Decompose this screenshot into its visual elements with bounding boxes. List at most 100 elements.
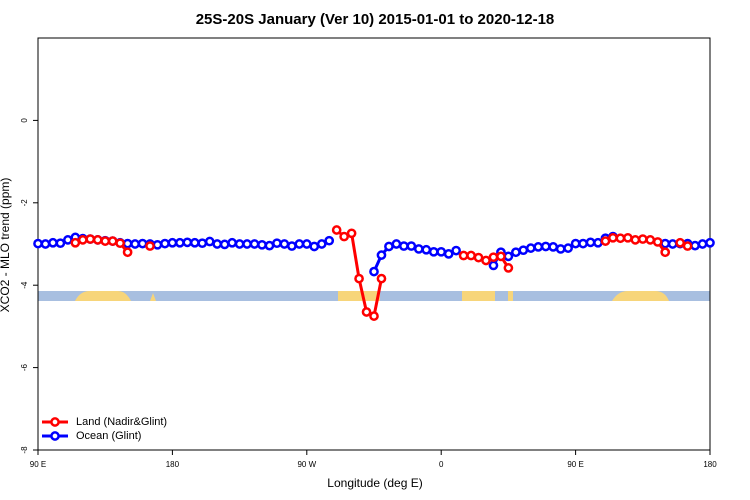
data-point bbox=[391, 239, 402, 249]
land-patch bbox=[338, 291, 380, 301]
data-point bbox=[55, 238, 66, 249]
data-point bbox=[436, 246, 447, 257]
data-point bbox=[100, 236, 111, 246]
data-point bbox=[660, 238, 671, 249]
data-point bbox=[503, 263, 514, 273]
data-point bbox=[466, 250, 476, 261]
data-point bbox=[458, 250, 469, 261]
data-point bbox=[503, 251, 514, 262]
data-point bbox=[227, 237, 237, 248]
data-point bbox=[324, 235, 335, 246]
data-point bbox=[376, 250, 387, 260]
data-point bbox=[197, 238, 208, 249]
data-point bbox=[354, 273, 364, 284]
x-axis-label: Longitude (deg E) bbox=[327, 476, 422, 490]
data-point bbox=[219, 239, 230, 250]
data-point bbox=[115, 238, 125, 249]
data-point bbox=[690, 240, 700, 251]
data-point bbox=[615, 233, 626, 244]
data-point bbox=[272, 238, 282, 249]
data-point bbox=[451, 245, 461, 256]
data-point bbox=[376, 273, 387, 284]
data-point bbox=[563, 243, 573, 253]
chart-title: 25S-20S January (Ver 10) 2015-01-01 to 2… bbox=[196, 11, 555, 28]
data-point bbox=[301, 239, 312, 249]
land-patch bbox=[508, 291, 513, 301]
data-point bbox=[346, 228, 357, 239]
data-point bbox=[443, 249, 454, 259]
data-point bbox=[175, 237, 185, 248]
data-point bbox=[496, 251, 506, 262]
y-tick-label: -4 bbox=[20, 281, 29, 289]
land-patch bbox=[462, 291, 495, 301]
data-point bbox=[92, 235, 103, 245]
data-point bbox=[555, 244, 566, 254]
data-point bbox=[279, 239, 290, 249]
y-tick-label: -8 bbox=[20, 446, 29, 454]
data-point bbox=[369, 311, 379, 321]
data-point bbox=[488, 252, 499, 263]
x-tick-label: 0 bbox=[439, 460, 444, 469]
data-point bbox=[145, 241, 155, 251]
y-tick-label: -2 bbox=[20, 199, 29, 207]
x-tick-label: 180 bbox=[703, 460, 717, 469]
y-tick-label: -6 bbox=[20, 363, 29, 371]
data-point bbox=[518, 245, 529, 256]
data-point bbox=[361, 307, 372, 317]
data-point bbox=[600, 236, 611, 246]
data-point bbox=[339, 231, 349, 242]
data-point bbox=[33, 238, 43, 249]
data-point bbox=[287, 241, 297, 251]
data-point bbox=[130, 239, 140, 249]
data-point bbox=[40, 239, 51, 249]
data-point bbox=[257, 239, 267, 250]
data-point bbox=[122, 238, 133, 249]
land-ocean-strip bbox=[38, 291, 710, 301]
data-point bbox=[122, 247, 133, 258]
data-point bbox=[294, 239, 305, 249]
land-patch bbox=[612, 291, 669, 301]
data-point bbox=[309, 241, 320, 252]
data-point bbox=[525, 243, 536, 253]
data-point bbox=[511, 247, 521, 258]
data-point bbox=[637, 234, 648, 244]
y-tick-label: 0 bbox=[20, 118, 29, 123]
data-point bbox=[623, 232, 633, 243]
data-point bbox=[85, 234, 96, 244]
data-point bbox=[630, 235, 641, 245]
x-tick-label: 90 W bbox=[297, 460, 316, 469]
data-point bbox=[667, 239, 678, 249]
data-point bbox=[697, 239, 708, 249]
data-point bbox=[204, 236, 215, 247]
data-point bbox=[137, 238, 148, 249]
data-point bbox=[675, 237, 685, 248]
data-point bbox=[234, 239, 245, 249]
legend-marker bbox=[50, 431, 60, 441]
land-patch bbox=[150, 293, 156, 301]
data-point bbox=[77, 235, 88, 245]
data-point bbox=[70, 237, 81, 248]
legend-label: Land (Nadir&Glint) bbox=[76, 416, 167, 428]
land-patch bbox=[75, 291, 131, 301]
legend-marker bbox=[50, 417, 60, 427]
data-point bbox=[249, 239, 260, 249]
data-point bbox=[548, 242, 559, 252]
data-point bbox=[540, 241, 551, 252]
data-point bbox=[428, 246, 439, 257]
data-point bbox=[645, 235, 656, 245]
data-point bbox=[533, 242, 544, 252]
legend-label: Ocean (Glint) bbox=[76, 430, 141, 442]
data-point bbox=[167, 237, 178, 248]
data-point bbox=[399, 241, 409, 251]
data-point bbox=[705, 237, 715, 248]
data-point bbox=[488, 260, 499, 271]
data-point bbox=[384, 241, 394, 252]
data-point bbox=[406, 241, 417, 251]
data-point bbox=[331, 225, 342, 235]
data-point bbox=[160, 238, 170, 249]
data-point bbox=[608, 232, 618, 243]
data-point bbox=[473, 252, 484, 263]
data-point bbox=[107, 236, 118, 246]
data-point bbox=[316, 239, 327, 249]
